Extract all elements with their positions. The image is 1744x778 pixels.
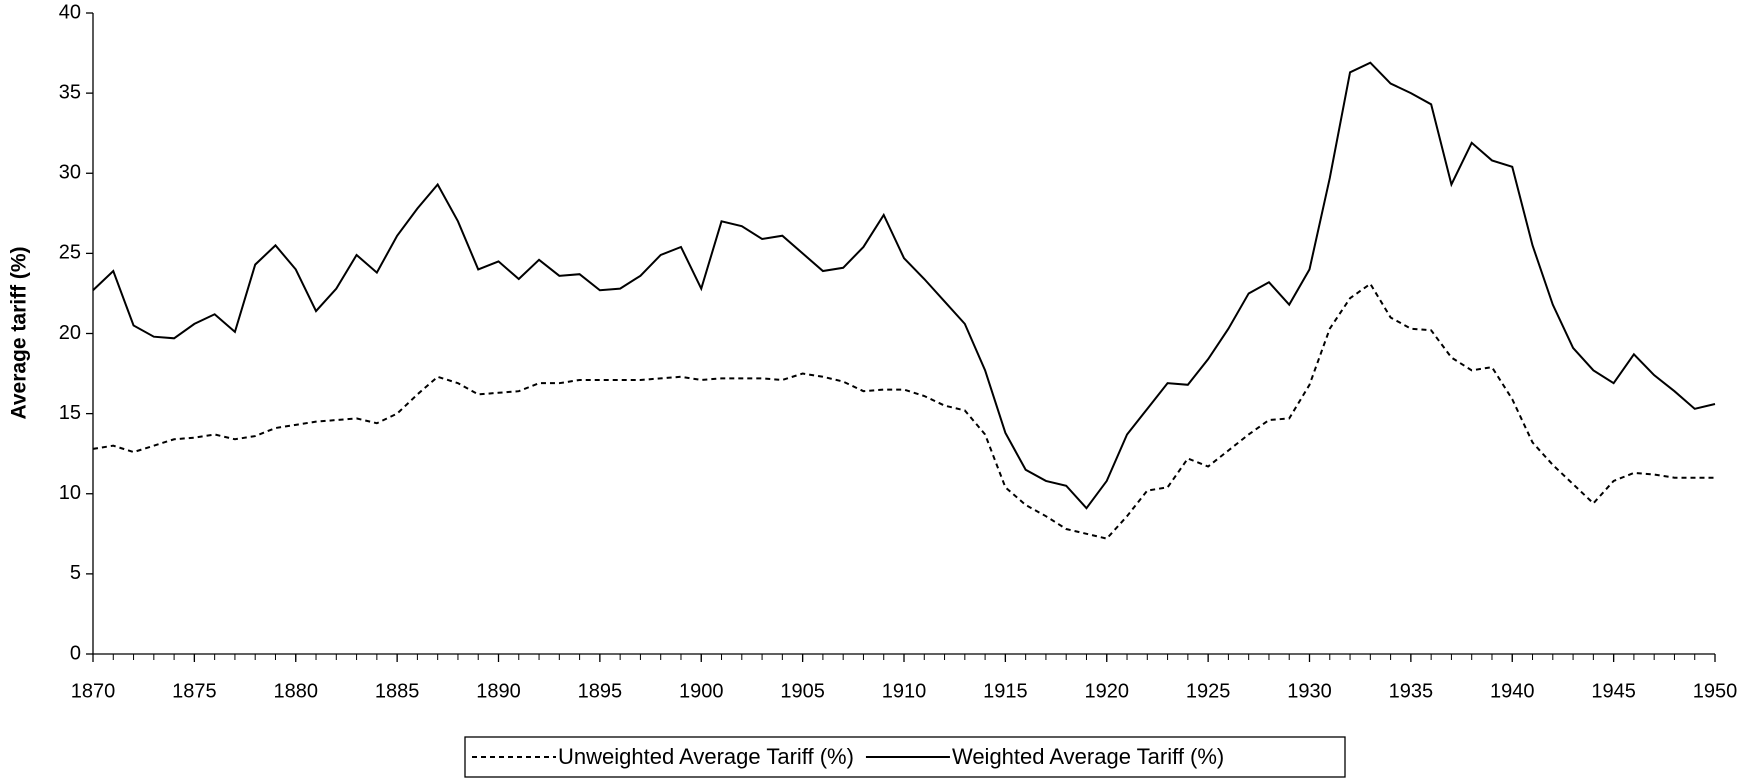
- x-tick-label: 1945: [1591, 680, 1636, 702]
- x-tick-label: 1900: [679, 680, 724, 702]
- y-tick-label: 30: [59, 162, 81, 184]
- series-line: [92, 61, 1716, 510]
- y-tick-label: 40: [59, 1, 81, 23]
- x-tick-label: 1920: [1085, 680, 1130, 702]
- y-axis-label: Average tariff (%): [8, 246, 31, 419]
- legend-box: [464, 736, 1346, 778]
- y-tick-label: 15: [59, 402, 81, 424]
- legend-label: Weighted Average Tariff (%): [952, 744, 1224, 769]
- y-tick-label: 20: [59, 322, 81, 344]
- x-tick-label: 1895: [578, 680, 623, 702]
- y-tick-label: 0: [70, 642, 81, 664]
- y-tick-label: 10: [59, 482, 81, 504]
- x-tick-label: 1880: [274, 680, 319, 702]
- series-line: [92, 282, 1715, 540]
- x-tick-label: 1915: [983, 680, 1028, 702]
- x-tick-label: 1890: [476, 680, 521, 702]
- x-tick-label: 1950: [1693, 680, 1738, 702]
- x-tick-label: 1875: [172, 680, 217, 702]
- x-tick-label: 1925: [1186, 680, 1231, 702]
- y-tick-label: 5: [70, 562, 81, 584]
- x-tick-label: 1885: [375, 680, 420, 702]
- y-tick-label: 35: [59, 81, 81, 103]
- x-tick-label: 1870: [71, 680, 116, 702]
- x-tick-label: 1935: [1389, 680, 1434, 702]
- y-tick-label: 25: [59, 242, 81, 264]
- x-tick-label: 1905: [780, 680, 825, 702]
- x-tick-label: 1930: [1287, 680, 1332, 702]
- x-tick-label: 1910: [882, 680, 927, 702]
- x-tick-label: 1940: [1490, 680, 1535, 702]
- legend-label: Unweighted Average Tariff (%): [558, 744, 854, 769]
